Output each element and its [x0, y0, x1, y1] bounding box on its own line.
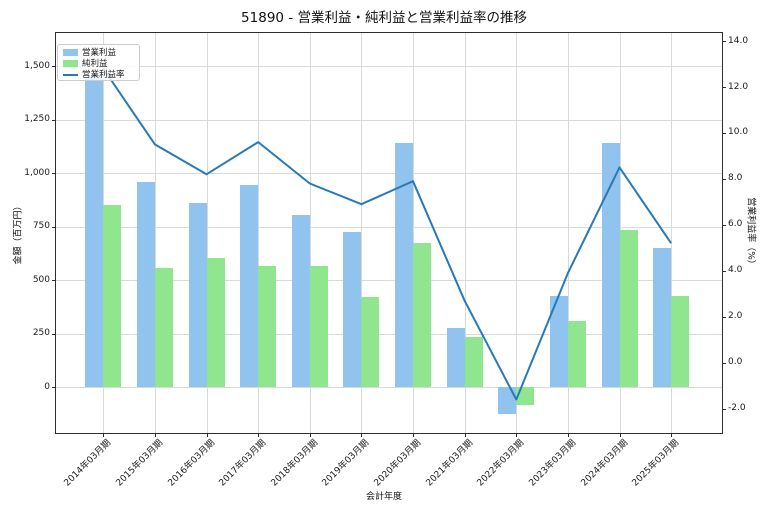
v-gridline: [206, 33, 208, 433]
net-profit-bar: [206, 257, 225, 387]
left-y-tick: [52, 333, 56, 335]
net-profit-bar: [619, 229, 638, 387]
net-profit-bar: [258, 266, 277, 388]
right-y-tick-label: 12.0: [728, 81, 749, 92]
left-y-tick: [52, 387, 56, 388]
right-y-tick-label: 8.0: [728, 173, 743, 184]
net-profit-bar: [154, 268, 173, 387]
chart-title: 51890 - 営業利益・純利益と営業利益率の推移: [241, 10, 527, 26]
right-y-tick: [722, 316, 726, 318]
x-tick: [154, 433, 156, 437]
left-y-tick: [52, 173, 56, 175]
operating-profit-bar: [188, 203, 207, 388]
right-y-tick: [722, 270, 726, 272]
right-y-tick-label: -2.0: [728, 403, 746, 414]
v-gridline: [309, 33, 311, 433]
left-y-tick-label: 1,000: [24, 167, 50, 178]
legend-swatch-operating-profit: [63, 49, 78, 56]
h-gridline: [56, 119, 722, 121]
left-y-tick: [52, 280, 56, 282]
left-y-tick-label: 500: [32, 274, 50, 285]
operating-profit-bar: [395, 143, 413, 388]
net-profit-bar: [671, 296, 690, 387]
h-gridline: [56, 387, 722, 388]
v-gridline: [671, 33, 673, 433]
right-y-tick-label: 10.0: [728, 127, 749, 138]
x-tick: [361, 433, 363, 437]
x-tick: [464, 433, 466, 437]
x-tick: [619, 433, 621, 437]
right-y-tick-label: 14.0: [728, 35, 749, 46]
h-gridline: [56, 226, 722, 228]
plot-border: [55, 32, 723, 434]
x-tick: [516, 433, 518, 437]
v-gridline: [567, 33, 569, 433]
h-gridline: [56, 173, 722, 175]
h-gridline: [56, 280, 722, 282]
right-y-tick: [722, 178, 726, 180]
left-y-tick-label: 0: [44, 381, 50, 392]
operating-profit-bar: [136, 181, 155, 387]
legend-swatch-net-profit: [63, 60, 78, 67]
legend-label: 営業利益: [82, 48, 117, 58]
right-y-tick: [722, 362, 726, 364]
v-gridline: [154, 33, 156, 433]
h-gridline: [56, 66, 722, 68]
right-y-tick-label: 6.0: [728, 219, 743, 230]
v-gridline: [516, 33, 518, 433]
net-profit-bar: [567, 320, 586, 387]
net-profit-bar: [309, 266, 328, 388]
x-tick: [671, 433, 673, 437]
right-y-tick: [722, 41, 726, 42]
operating-profit-bar: [343, 231, 362, 387]
left-y-tick-label: 250: [32, 328, 50, 338]
left-y-tick: [52, 119, 56, 121]
x-axis-label: 会計年度: [365, 492, 402, 502]
operating-profit-bar: [446, 328, 465, 387]
x-tick: [413, 433, 414, 437]
v-gridline: [361, 33, 363, 433]
right-y-tick-label: 2.0: [728, 311, 743, 322]
v-gridline: [258, 33, 260, 433]
operating-profit-bar: [498, 387, 517, 414]
v-gridline: [464, 33, 466, 433]
right-y-tick-label: 4.0: [728, 265, 743, 276]
left-y-tick-label: 1,500: [24, 60, 50, 71]
x-tick: [309, 433, 311, 437]
operating-profit-bar: [85, 76, 104, 388]
left-y-tick-label: 750: [32, 221, 50, 232]
left-y-tick: [52, 226, 56, 228]
legend-label: 営業利益率: [82, 70, 125, 80]
operating-profit-bar: [653, 248, 672, 387]
net-profit-bar: [413, 242, 431, 387]
x-tick: [258, 433, 260, 437]
net-profit-bar: [361, 297, 380, 387]
left-y-tick: [52, 66, 56, 68]
operating-profit-bar: [601, 143, 620, 388]
right-y-tick: [722, 132, 726, 134]
legend-line-sample: [63, 74, 78, 76]
net-profit-bar: [516, 387, 535, 406]
left-y-tick-label: 1,250: [24, 114, 50, 125]
x-tick: [567, 433, 569, 437]
v-gridline: [413, 33, 414, 433]
x-tick: [103, 433, 105, 437]
h-gridline: [56, 333, 722, 335]
operating-profit-bar: [291, 214, 310, 387]
right-y-tick: [722, 408, 726, 410]
right-y-tick-label: 0.0: [728, 357, 743, 368]
x-tick: [206, 433, 208, 437]
operating-profit-bar: [549, 296, 568, 387]
right-y-tick: [722, 87, 726, 88]
net-profit-bar: [464, 336, 483, 387]
net-profit-bar: [103, 205, 122, 387]
operating-profit-bar: [240, 184, 259, 387]
right-y-tick: [722, 224, 726, 226]
legend-label: 純利益: [82, 59, 108, 69]
